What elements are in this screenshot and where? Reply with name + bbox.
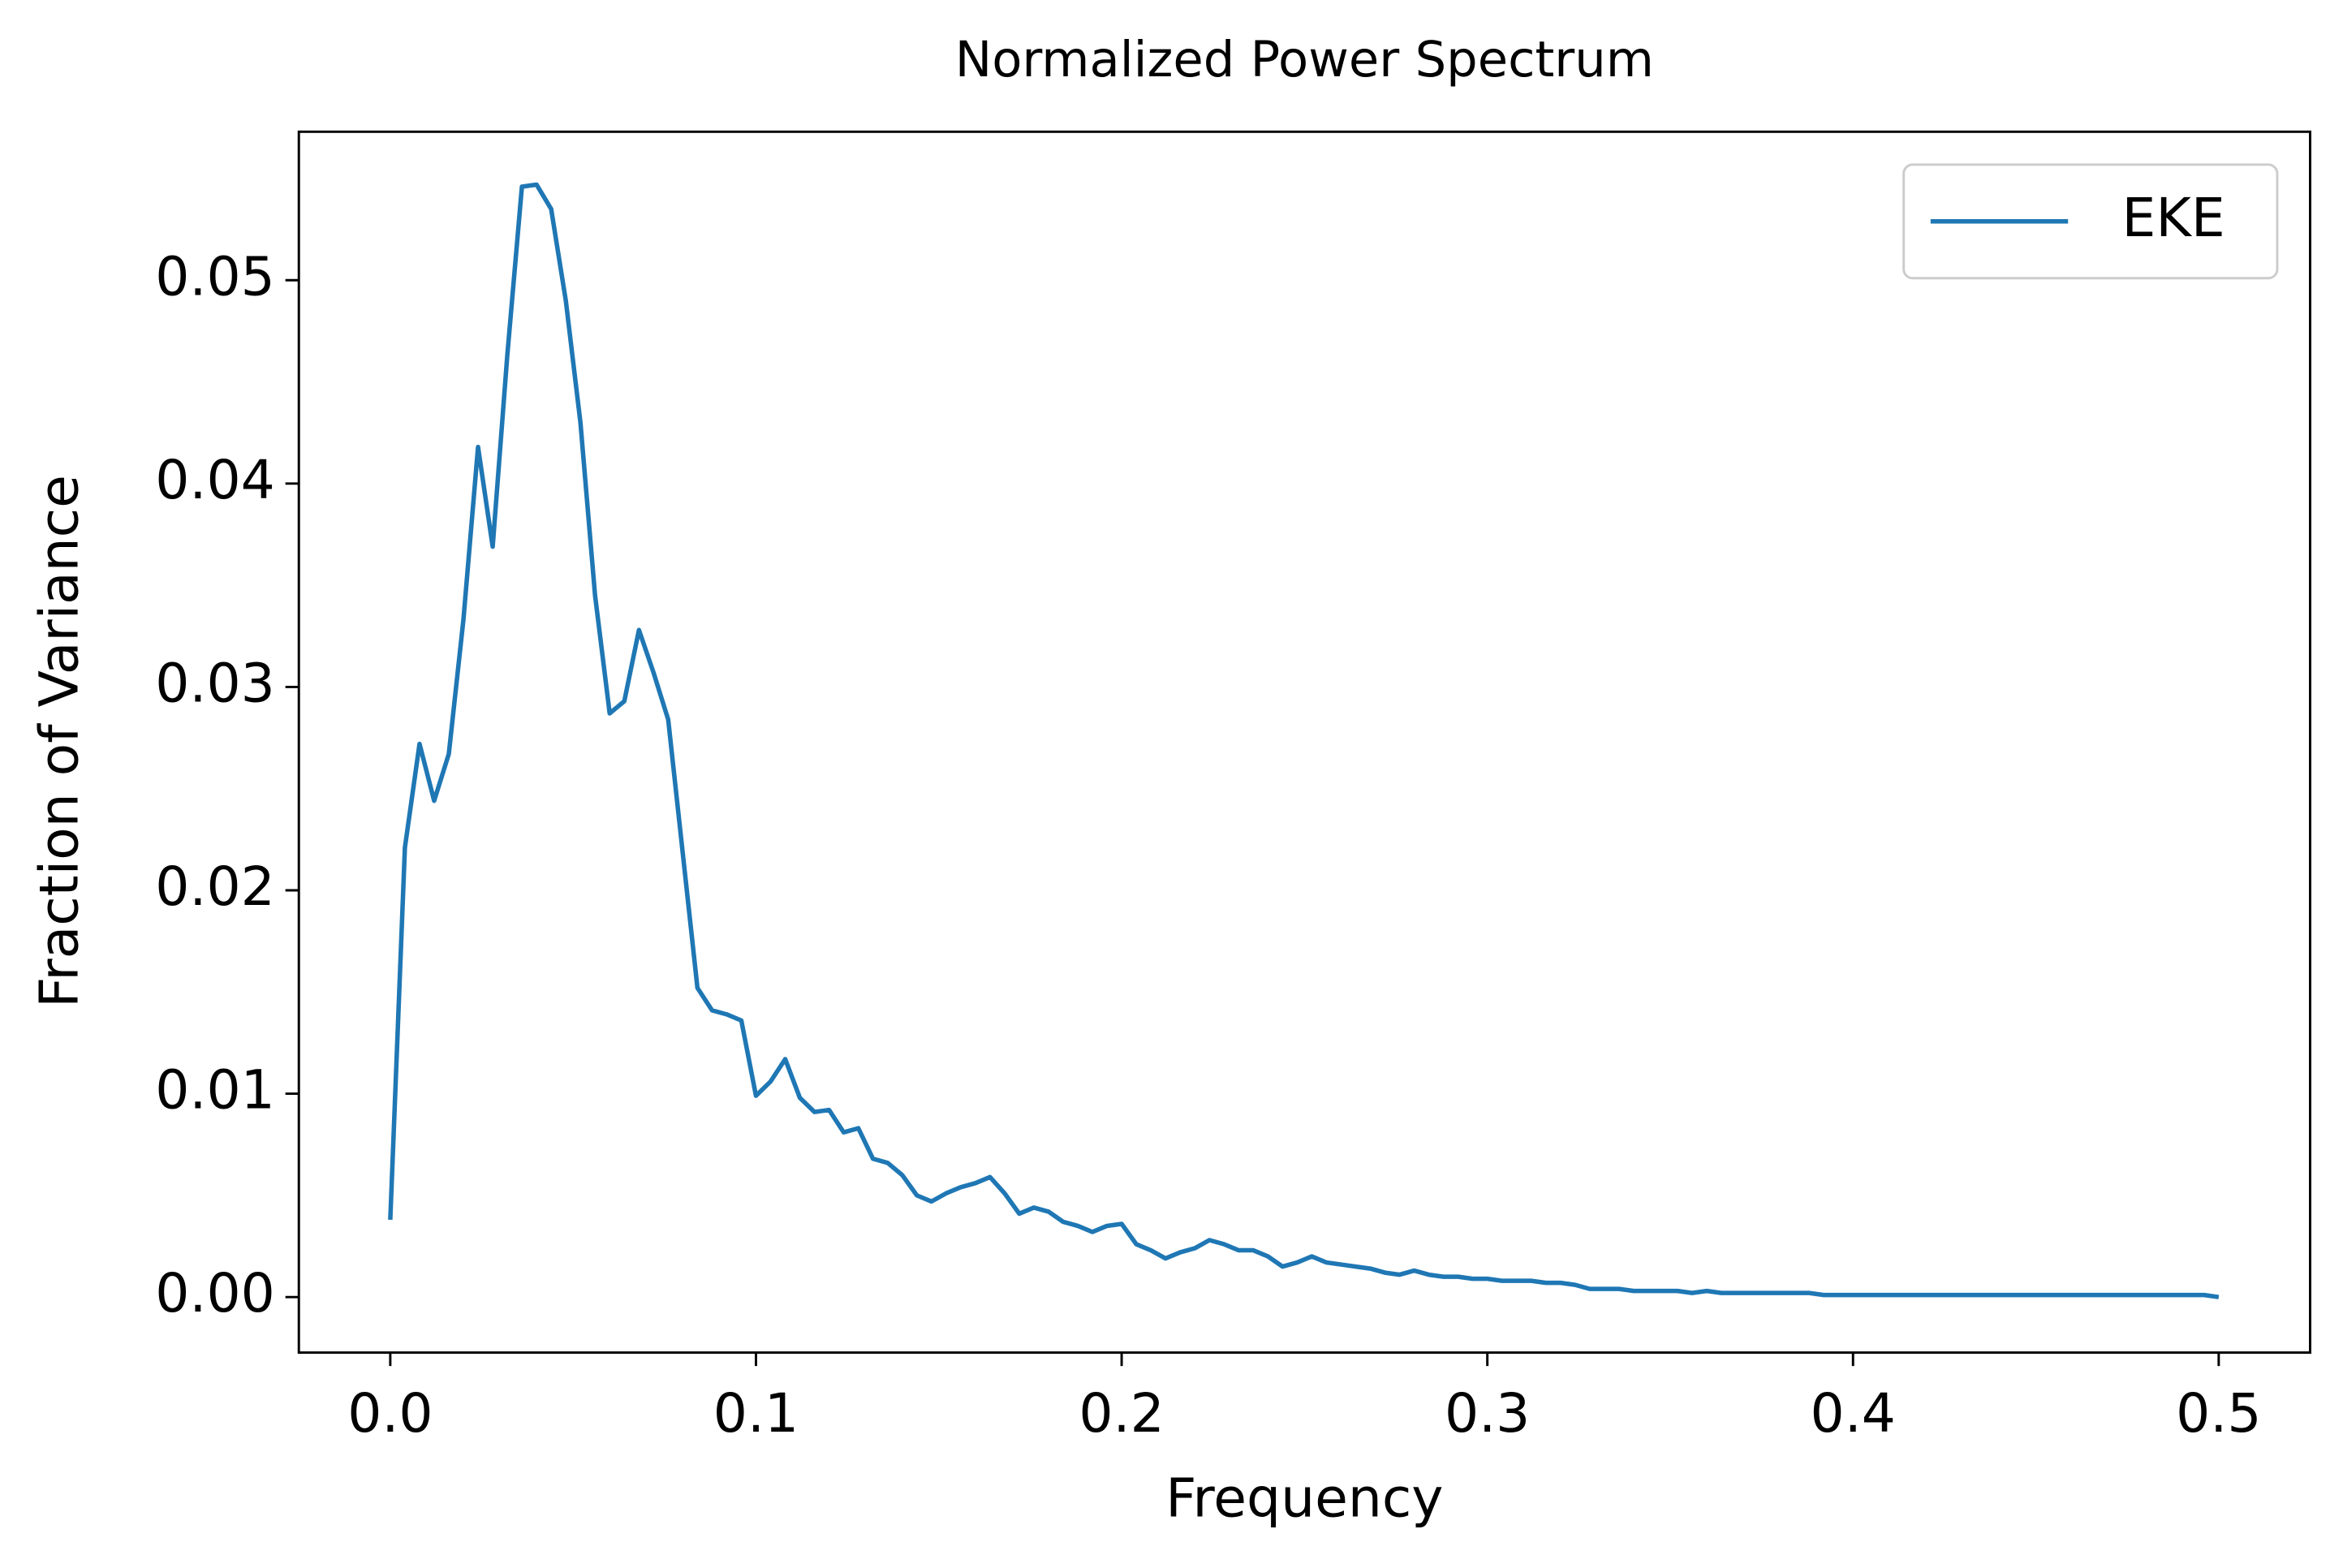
x-axis-label: Frequency — [1165, 1467, 1443, 1530]
x-tick-label: 0.2 — [1079, 1381, 1164, 1445]
x-tick-label: 0.1 — [713, 1381, 799, 1445]
x-tick-label: 0.4 — [1811, 1381, 1896, 1445]
y-tick-label: 0.05 — [155, 244, 275, 308]
chart-title: Normalized Power Spectrum — [955, 32, 1654, 88]
x-tick-label: 0.5 — [2176, 1381, 2261, 1445]
data-line — [388, 182, 2220, 1299]
x-tick-label: 0.0 — [347, 1381, 433, 1445]
legend: EKE — [1902, 163, 2279, 280]
plot-frame — [297, 130, 2311, 1355]
y-tick-label: 0.03 — [155, 651, 275, 714]
y-tick-label: 0.04 — [155, 448, 275, 511]
legend-label: EKE — [2122, 186, 2225, 249]
y-tick-label: 0.00 — [155, 1261, 275, 1325]
y-tick-label: 0.01 — [155, 1058, 275, 1122]
legend-box — [1902, 163, 2279, 280]
y-axis-label: Fraction of Variance — [27, 475, 90, 1008]
x-tick-label: 0.3 — [1445, 1381, 1530, 1445]
y-tick-label: 0.02 — [155, 855, 275, 918]
